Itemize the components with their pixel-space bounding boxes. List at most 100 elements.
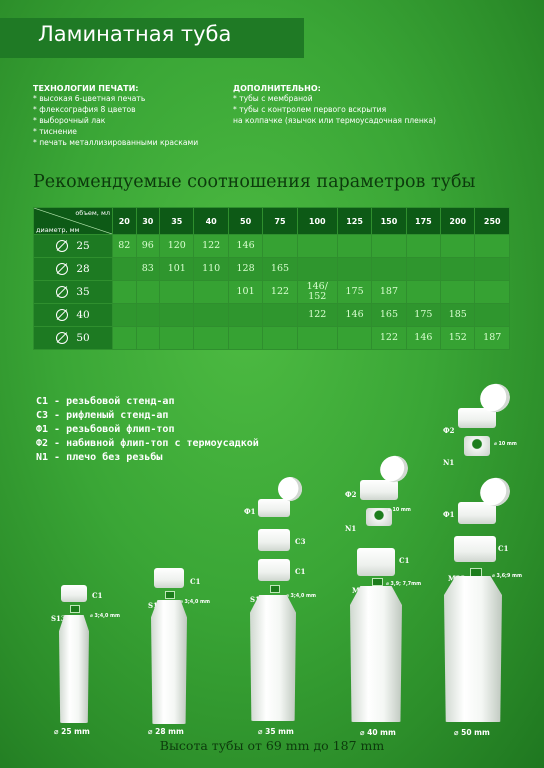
tube-diameter-label: ⌀ 50 mm: [454, 728, 490, 737]
table-cell: 96: [135, 234, 161, 258]
diameter-icon: [56, 332, 69, 344]
table-cell: 110: [193, 257, 229, 281]
volume-header: 30: [135, 207, 161, 235]
volume-header: 250: [474, 207, 510, 235]
table-cell: [296, 326, 338, 350]
print-tech-item: * высокая 6-цветная печать: [33, 94, 146, 103]
print-tech-block: ТЕХНОЛОГИИ ПЕЧАТИ: * высокая 6-цветная п…: [33, 84, 198, 148]
table-cell: [336, 234, 373, 258]
row-diameter: 40: [33, 303, 113, 327]
thread-label: S13: [148, 601, 163, 610]
table-cell: [262, 326, 298, 350]
neck-dimension: ⌀ 3;4,0 mm: [180, 600, 210, 605]
table-cell: [159, 303, 195, 327]
table-row: 40 122 146 165 175 185: [33, 303, 510, 327]
table-cell: 122: [371, 326, 407, 350]
table-cell: 146: [227, 234, 264, 258]
table-cell: [336, 326, 373, 350]
volume-header: 35: [159, 207, 195, 235]
volume-header: 40: [193, 207, 229, 235]
neck-thread: [372, 578, 383, 586]
tube-body: [444, 576, 502, 722]
table-cell: [440, 257, 476, 281]
table-cell: [112, 280, 137, 304]
cap-label: C1: [92, 591, 103, 600]
row-diameter: 25: [33, 234, 113, 258]
table-header-row: объем, мл диаметр, мм 20 30 35 40 50 75 …: [33, 207, 510, 235]
table-cell: [227, 326, 264, 350]
table-cell: [336, 257, 373, 281]
table-cell: 152: [440, 326, 476, 350]
row-diameter: 28: [33, 257, 113, 281]
cap-c1: [454, 536, 496, 562]
additional-item: * тубы с мембраной: [233, 94, 313, 103]
table-cell: 146: [405, 326, 442, 350]
tube-body: [59, 615, 89, 723]
table-cell: [227, 303, 264, 327]
tube-35-group: Ф1 C3 C1 S13 ⌀ 3;4,0 mm ⌀ 35 mm: [240, 473, 330, 740]
neck-thread: [470, 568, 482, 577]
table-cell: [405, 257, 442, 281]
table-row: 50 122 146 152 187: [33, 326, 510, 350]
neck-thread: [165, 591, 175, 599]
table-cell: [193, 303, 229, 327]
corner-volume-label: объем, мл: [75, 209, 110, 217]
table-cell: 187: [474, 326, 510, 350]
table-cell: [296, 257, 338, 281]
volume-header: 125: [336, 207, 373, 235]
tube-body: [250, 595, 296, 721]
volume-header: 20: [112, 207, 137, 235]
cap-label: Ф1: [443, 510, 455, 519]
n1-dimension: ⌀ 10 mm: [388, 508, 411, 513]
table-row: 28 83 101 110 128 165: [33, 257, 510, 281]
cap-c1: [357, 548, 395, 576]
footer-height-range: Высота тубы от 69 mm до 187 mm: [159, 738, 385, 753]
table-cell: [262, 234, 298, 258]
neck-thread: [270, 585, 280, 593]
table-cell: [112, 257, 137, 281]
neck-dimension: ⌀ 3;4,0 mm: [286, 594, 316, 599]
cap-label: C1: [399, 556, 410, 565]
diameter-icon: [56, 240, 69, 252]
table-cell: 101: [227, 280, 264, 304]
tube-50-group: Ф2 ⌀ 10 mm N1 Ф1 C1 M22 ⌀ 3,6;9 mm ⌀ 50 …: [440, 378, 544, 740]
table-cell: 82: [112, 234, 137, 258]
table-cell: [371, 234, 407, 258]
table-cell: 187: [371, 280, 407, 304]
diameter-icon: [56, 309, 69, 321]
table-cell: 175: [336, 280, 373, 304]
table-cell: 120: [159, 234, 195, 258]
table-cell: [262, 303, 298, 327]
tube-diameter-label: ⌀ 25 mm: [54, 727, 90, 736]
table-cell: [405, 280, 442, 304]
cap-label: C1: [190, 577, 201, 586]
table-cell: 185: [440, 303, 476, 327]
cap-f1: [458, 502, 496, 524]
additional-block: ДОПОЛНИТЕЛЬНО: * тубы с мембраной * тубы…: [233, 84, 436, 126]
cap-label: C1: [295, 567, 306, 576]
table-cell: 122: [193, 234, 229, 258]
table-cell: 101: [159, 257, 195, 281]
cap-label: C3: [295, 537, 306, 546]
cap-c1: [154, 568, 184, 588]
tube-diameter-label: ⌀ 40 mm: [360, 728, 396, 737]
cap-f2: [360, 480, 398, 500]
cap-c1: [61, 585, 87, 602]
table-cell: 122: [296, 303, 338, 327]
table-cell: [112, 326, 137, 350]
table-cell: [474, 303, 510, 327]
print-tech-item: * выборочный лак: [33, 116, 106, 125]
corner-diagonal: [34, 208, 112, 234]
table-row: 25 82 96 120 122 146: [33, 234, 510, 258]
volume-header: 100: [296, 207, 338, 235]
table-cell: [474, 234, 510, 258]
volume-header: 50: [227, 207, 264, 235]
neck-thread: [70, 605, 80, 613]
table-cell: 83: [135, 257, 161, 281]
table-cell: [440, 280, 476, 304]
table-cell: 128: [227, 257, 264, 281]
row-diameter: 35: [33, 280, 113, 304]
table-cell: 146: [336, 303, 373, 327]
table-cell: 165: [262, 257, 298, 281]
neck-label: N1: [443, 458, 455, 467]
